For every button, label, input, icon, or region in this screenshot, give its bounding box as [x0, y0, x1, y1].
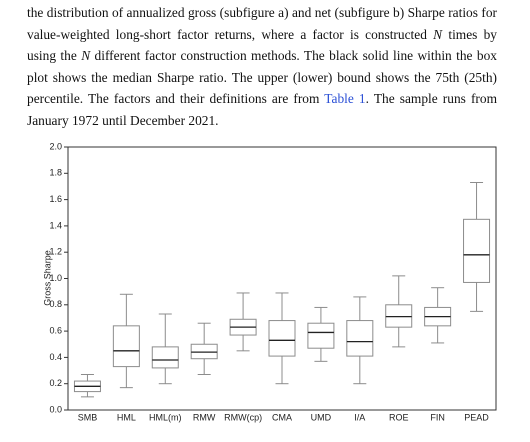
box [346, 320, 374, 357]
box [307, 322, 335, 349]
x-tick-label: UMD [311, 412, 332, 422]
y-tick-label: 0.2 [49, 378, 62, 388]
x-tick-label: CMA [272, 412, 292, 422]
x-tick-label: ROE [389, 412, 409, 422]
y-tick-label: 0.6 [49, 325, 62, 335]
x-tick-label: RMW(cp) [224, 412, 262, 422]
y-tick-label: 1.2 [49, 247, 62, 257]
text-run: times by using the [27, 26, 498, 64]
x-tick-label: HML [117, 412, 136, 422]
text-run: the distribution of annualized gross (su… [27, 5, 497, 42]
box [463, 218, 491, 283]
x-tick-label: FIN [430, 412, 445, 422]
y-tick-label: 0.0 [49, 404, 62, 414]
y-tick-label: 1.6 [49, 194, 62, 204]
table-link[interactable]: Table 1 [324, 91, 366, 106]
x-tick-label: I/A [354, 412, 365, 422]
y-tick-label: 1.8 [49, 168, 62, 178]
box [151, 346, 179, 369]
box [190, 343, 218, 360]
text-run: . The sample runs from January 1972 unti… [27, 91, 497, 128]
y-tick-label: 0.8 [49, 299, 62, 309]
box [112, 325, 140, 368]
x-tick-label: PEAD [464, 412, 489, 422]
y-axis-label: Gross Sharpe [42, 250, 52, 306]
y-tick-label: 2.0 [49, 141, 62, 151]
box [268, 320, 296, 357]
x-tick-label: SMB [78, 412, 98, 422]
math-symbol: N [433, 26, 443, 42]
x-tick-label: HML(m) [149, 412, 182, 422]
y-tick-label: 1.4 [49, 220, 62, 230]
math-symbol: N [81, 48, 91, 63]
box [385, 304, 413, 328]
y-tick-label: 1.0 [49, 273, 62, 283]
x-tick-label: RMW [193, 412, 216, 422]
caption-paragraph: the distribution of annualized gross (su… [27, 2, 497, 131]
text-run: different factor construction methods. T… [27, 48, 497, 106]
y-tick-label: 0.4 [49, 352, 62, 362]
